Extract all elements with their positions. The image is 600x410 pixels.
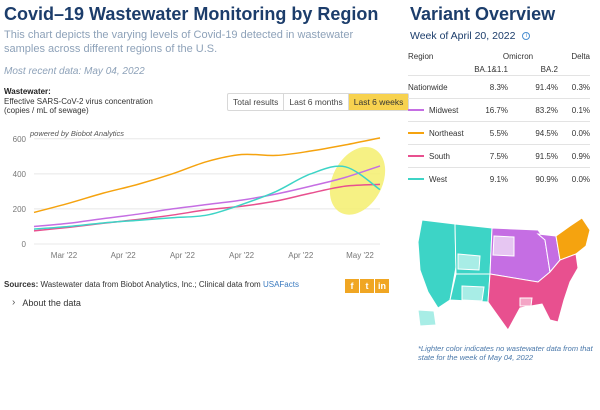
south-region[interactable] <box>487 253 579 331</box>
ba1-cell: 9.1% <box>489 174 508 184</box>
ba2-cell: 91.5% <box>535 151 558 161</box>
region-color-swatch <box>408 132 424 134</box>
x-tick-label: Apr '22 <box>111 251 137 260</box>
x-tick-label: May '22 <box>346 251 374 260</box>
ba2-cell: 91.4% <box>535 82 558 92</box>
omicron-column-header: Omicron <box>502 52 534 61</box>
most-recent-date: Most recent data: May 04, 2022 <box>4 66 145 77</box>
map-footnote: *Lighter color indicates no wastewater d… <box>418 344 593 362</box>
twitter-icon[interactable]: t <box>360 279 374 293</box>
region-name: Midwest <box>429 105 459 115</box>
last-6-months-button[interactable]: Last 6 months <box>284 94 349 110</box>
ba2-column-header: BA.2 <box>540 64 558 74</box>
y-tick-label: 0 <box>22 240 27 249</box>
usafacts-link[interactable]: USAFacts <box>262 280 299 289</box>
delta-column-header: Delta <box>571 52 590 61</box>
sources-label: Sources: <box>4 280 39 289</box>
highlight-marker <box>329 147 386 215</box>
chevron-right-icon: › <box>12 297 16 308</box>
chart-description: This chart depicts the varying levels of… <box>4 29 354 55</box>
social-share: f t in <box>345 279 389 293</box>
series-line-1 <box>33 165 381 228</box>
y-tick-label: 200 <box>13 205 27 214</box>
ba1-cell: 16.7% <box>485 105 508 115</box>
facebook-icon[interactable]: f <box>345 279 359 293</box>
variant-row-west[interactable]: West 9.1% 90.9% 0.0% <box>408 167 590 190</box>
powered-by-annotation: powered by Biobot Analytics <box>29 129 124 138</box>
wastewater-unit-line1: Effective SARS-CoV-2 virus concentration <box>4 96 153 106</box>
region-cell: Northeast <box>408 129 474 138</box>
total-results-button[interactable]: Total results <box>228 94 285 110</box>
info-icon[interactable]: i <box>522 32 531 41</box>
variant-subheader-row: BA.1&1.1 BA.2 <box>408 63 590 75</box>
region-color-swatch <box>408 109 424 111</box>
week-text: Week of April 20, 2022 <box>410 30 516 42</box>
variant-overview-title: Variant Overview <box>410 4 556 24</box>
week-label: Week of April 20, 2022 i <box>410 30 531 42</box>
wastewater-line-chart: 0 200 400 600 Mar '22 Apr '22 Apr '22 Apr '22 Ap… <box>13 129 386 260</box>
region-name: Nationwide <box>408 82 448 92</box>
region-color-swatch <box>408 178 424 180</box>
region-name: South <box>429 151 450 161</box>
x-tick-label: Mar '22 <box>51 251 78 260</box>
ba2-cell: 83.2% <box>535 105 558 115</box>
ba1-cell: 7.5% <box>489 151 508 161</box>
sources-line: Sources: Wastewater data from Biobot Ana… <box>4 280 299 289</box>
delta-cell: 0.1% <box>571 105 590 115</box>
us-region-map <box>417 217 591 331</box>
region-name: Northeast <box>429 128 464 138</box>
region-name: West <box>429 174 448 184</box>
y-tick-label: 600 <box>13 135 27 144</box>
ba1-column-header: BA.1&1.1 <box>474 64 508 74</box>
delta-cell: 0.9% <box>571 151 590 161</box>
variant-row-northeast[interactable]: Northeast 5.5% 94.5% 0.0% <box>408 121 590 144</box>
region-cell: Nationwide <box>408 83 474 92</box>
region-cell: West <box>408 175 474 184</box>
about-the-data-label: About the data <box>22 297 81 308</box>
variant-table: Region Omicron Delta BA.1&1.1 BA.2 Natio… <box>408 50 590 190</box>
delta-cell: 0.0% <box>571 128 590 138</box>
variant-header-row: Region Omicron Delta <box>408 50 590 63</box>
region-cell: South <box>408 152 474 161</box>
variant-rows: Nationwide 8.3% 91.4% 0.3% Midwest 16.7% 83.2%… <box>408 75 590 190</box>
x-tick-label: Apr '22 <box>229 251 255 260</box>
west-region[interactable] <box>417 219 493 327</box>
wastewater-unit-line2: (copies / mL of sewage) <box>4 106 89 115</box>
region-color-swatch <box>408 155 424 157</box>
x-tick-label: Apr '22 <box>170 251 196 260</box>
sources-text: Wastewater data from Biobot Analytics, I… <box>40 280 261 289</box>
northeast-region[interactable] <box>555 217 591 261</box>
about-the-data-toggle[interactable]: › About the data <box>12 297 81 308</box>
time-range-selector: Total results Last 6 months Last 6 weeks <box>227 93 410 111</box>
region-cell: Midwest <box>408 106 474 115</box>
ba1-cell: 5.5% <box>489 128 508 138</box>
delta-cell: 0.3% <box>571 82 590 92</box>
ba1-cell: 8.3% <box>489 82 508 92</box>
series-line-3 <box>33 165 381 230</box>
ba2-cell: 94.5% <box>535 128 558 138</box>
y-tick-label: 400 <box>13 170 27 179</box>
page-title: Covid–19 Wastewater Monitoring by Region <box>4 4 379 24</box>
last-6-weeks-button[interactable]: Last 6 weeks <box>348 94 409 110</box>
region-column-header: Region <box>408 52 434 61</box>
x-tick-label: Apr '22 <box>288 251 314 260</box>
delta-cell: 0.0% <box>571 174 590 184</box>
series-line-0 <box>33 137 381 214</box>
series-line-2 <box>33 183 381 232</box>
wastewater-axis-label: Wastewater: Effective SARS-CoV-2 virus c… <box>4 87 153 116</box>
linkedin-icon[interactable]: in <box>375 279 389 293</box>
wastewater-heading: Wastewater: <box>4 87 51 96</box>
variant-row-south[interactable]: South 7.5% 91.5% 0.9% <box>408 144 590 167</box>
variant-row-nationwide[interactable]: Nationwide 8.3% 91.4% 0.3% <box>408 75 590 98</box>
variant-row-midwest[interactable]: Midwest 16.7% 83.2% 0.1% <box>408 98 590 121</box>
ba2-cell: 90.9% <box>535 174 558 184</box>
